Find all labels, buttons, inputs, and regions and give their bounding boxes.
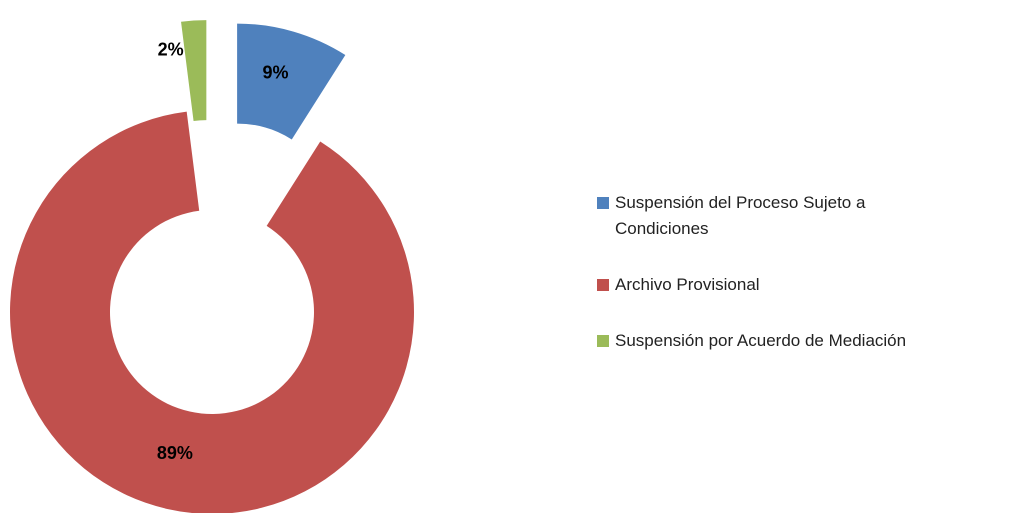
legend-label: Archivo Provisional xyxy=(615,275,760,294)
legend-label: Suspensión del Proceso Sujeto a Condicio… xyxy=(615,193,866,238)
data-label: 89% xyxy=(157,443,193,463)
legend-swatch xyxy=(597,197,609,209)
legend: Suspensión del Proceso Sujeto a Condicio… xyxy=(597,190,997,384)
data-label: 9% xyxy=(263,62,289,82)
legend-swatch xyxy=(597,279,609,291)
data-label: 2% xyxy=(158,39,184,59)
legend-item: Archivo Provisional xyxy=(597,272,997,298)
legend-item: Suspensión del Proceso Sujeto a Condicio… xyxy=(597,190,997,242)
donut-slice xyxy=(237,23,346,140)
donut-slice xyxy=(181,20,207,121)
legend-item: Suspensión por Acuerdo de Mediación xyxy=(597,328,997,354)
donut-slice xyxy=(10,111,414,513)
legend-label: Suspensión por Acuerdo de Mediación xyxy=(615,331,907,350)
legend-swatch xyxy=(597,335,609,347)
